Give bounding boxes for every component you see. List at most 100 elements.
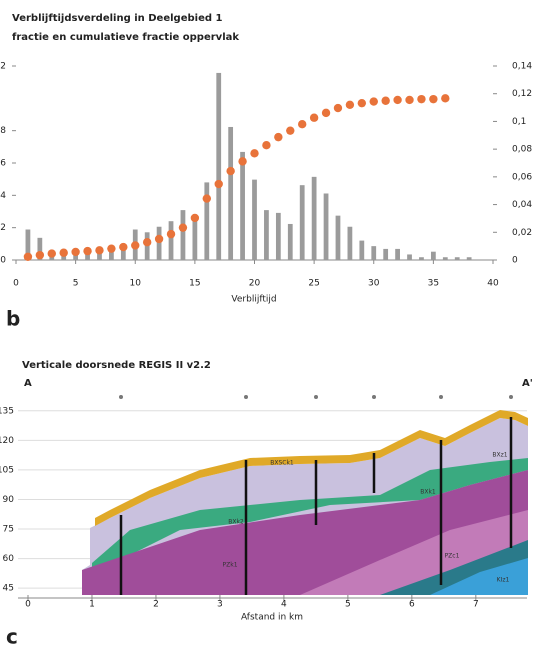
point [226, 166, 235, 176]
x-tick-label: 20 [249, 279, 261, 289]
x-axis-label: Verblijftijd [231, 295, 276, 305]
x-tick-label: 30 [368, 279, 380, 289]
point [333, 103, 343, 113]
bar [430, 251, 436, 260]
borehole-marker [244, 395, 248, 399]
bar [442, 257, 448, 260]
point [166, 229, 176, 239]
bar [192, 215, 198, 260]
bar [180, 210, 186, 260]
x-tick-label: 3 [217, 600, 223, 610]
point [405, 95, 414, 105]
x-tick-label: 0 [13, 279, 19, 289]
chart-title: Verblijftijdsverdeling in Deelgebied 1 [12, 13, 223, 24]
layer-label: PZk1 [222, 562, 237, 569]
bar [275, 212, 281, 260]
point [131, 241, 140, 250]
x-axis-label: Afstand in km [241, 613, 303, 623]
point [381, 96, 390, 105]
section-start: A [24, 378, 32, 389]
bar [216, 72, 222, 260]
layer-label: BXk1 [420, 489, 436, 496]
bar [25, 229, 31, 260]
x-tick-label: 35 [428, 279, 439, 289]
borehole-marker [119, 395, 123, 399]
bar [204, 182, 210, 260]
y-tick-label: 1,2 [0, 62, 6, 72]
x-tick-label: 40 [487, 279, 499, 289]
bar [311, 176, 317, 260]
bar [228, 126, 234, 260]
layer-label: PZc1 [445, 553, 460, 560]
bar [359, 240, 365, 260]
bar [454, 257, 460, 260]
point [250, 149, 259, 158]
point [429, 94, 438, 104]
y2-tick-label: 0,02 [512, 228, 532, 238]
layer-label: BXz1 [492, 452, 507, 459]
x-tick-label: 5 [345, 600, 351, 610]
y-tick-label: 60 [3, 554, 15, 564]
point [178, 223, 188, 232]
y-tick-label: 0 [0, 256, 6, 266]
borehole-marker [509, 395, 513, 399]
y-tick-label: 0,8 [0, 126, 6, 136]
x-tick-label: 5 [73, 279, 79, 289]
bar [466, 257, 472, 260]
bar [371, 246, 377, 260]
borehole-marker [439, 395, 443, 399]
bar [73, 253, 79, 260]
chart-subtitle: fractie en cumulatieve fractie oppervlak [12, 32, 239, 43]
point [286, 126, 295, 135]
y-tick-label: 0,6 [0, 159, 6, 169]
layer-label: BXSCk1 [270, 460, 294, 467]
x-tick-label: 0 [25, 600, 31, 610]
y2-tick-label: 0 [512, 256, 518, 266]
y-tick-label: 0,2 [0, 223, 6, 233]
point [441, 94, 450, 103]
x-tick-label: 15 [189, 279, 200, 289]
point [142, 238, 152, 247]
point [71, 247, 80, 257]
point [309, 113, 319, 122]
layer [430, 558, 528, 595]
x-tick-label: 10 [130, 279, 142, 289]
layer-label: KIz1 [497, 577, 510, 584]
x-tick-label: 1 [89, 600, 95, 610]
layer [92, 458, 528, 570]
point [357, 98, 367, 108]
point [202, 194, 211, 203]
y2-tick-label: 0,12 [512, 89, 532, 99]
point [23, 252, 33, 261]
bar [383, 248, 389, 260]
panel-label: c [6, 625, 18, 649]
y-tick-label: 90 [3, 495, 15, 505]
point [214, 179, 223, 189]
point [274, 132, 283, 142]
y2-tick-label: 0,04 [512, 200, 532, 210]
bar [252, 179, 257, 260]
bar [120, 246, 126, 260]
bar [85, 251, 90, 260]
bar [109, 248, 114, 260]
bar [347, 226, 353, 260]
section-end: A' [522, 378, 533, 389]
x-tick-label: 4 [281, 600, 287, 610]
point [83, 246, 92, 256]
bar [299, 185, 305, 260]
y-tick-label: 45 [3, 584, 14, 594]
point [345, 100, 355, 110]
point [238, 157, 247, 166]
point [262, 141, 271, 150]
bar [168, 221, 174, 260]
bar [264, 210, 269, 260]
point [119, 242, 128, 252]
y-tick-label: 135 [0, 406, 14, 416]
x-tick-label: 2 [153, 600, 159, 610]
bar [61, 254, 67, 260]
point [47, 249, 56, 258]
chart-title: Verticale doorsnede REGIS II v2.2 [22, 360, 211, 371]
x-tick-label: 25 [308, 279, 319, 289]
cross-section [82, 395, 528, 595]
